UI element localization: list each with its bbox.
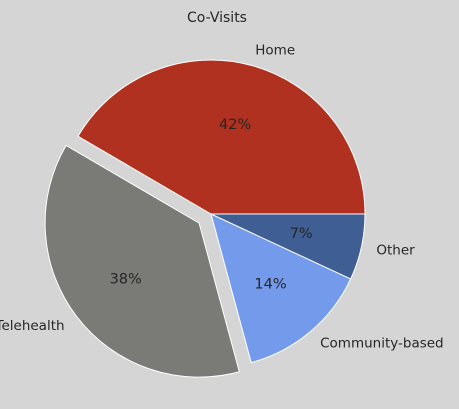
slice-percent-other: 7% [290,226,313,242]
slice-percent-telehealth: 38% [110,271,142,287]
slice-percent-home: 42% [219,117,251,133]
pie-slice-community-based [210,213,352,364]
slice-percent-community-based: 14% [254,277,286,293]
pie-labels: Home 42% Telehealth 38% Community-based 14% Ot… [0,42,444,351]
slice-label-telehealth: Telehealth [0,318,65,334]
slice-label-other: Other [376,243,415,259]
chart-title: Co-Visits [187,10,247,26]
pie-slices [44,59,366,378]
pie-slice-other [210,213,366,280]
slice-label-community-based: Community-based [320,336,444,352]
pie-slice-home [77,59,366,215]
pie-slice-telehealth [44,144,240,378]
slice-label-home: Home [255,42,295,58]
